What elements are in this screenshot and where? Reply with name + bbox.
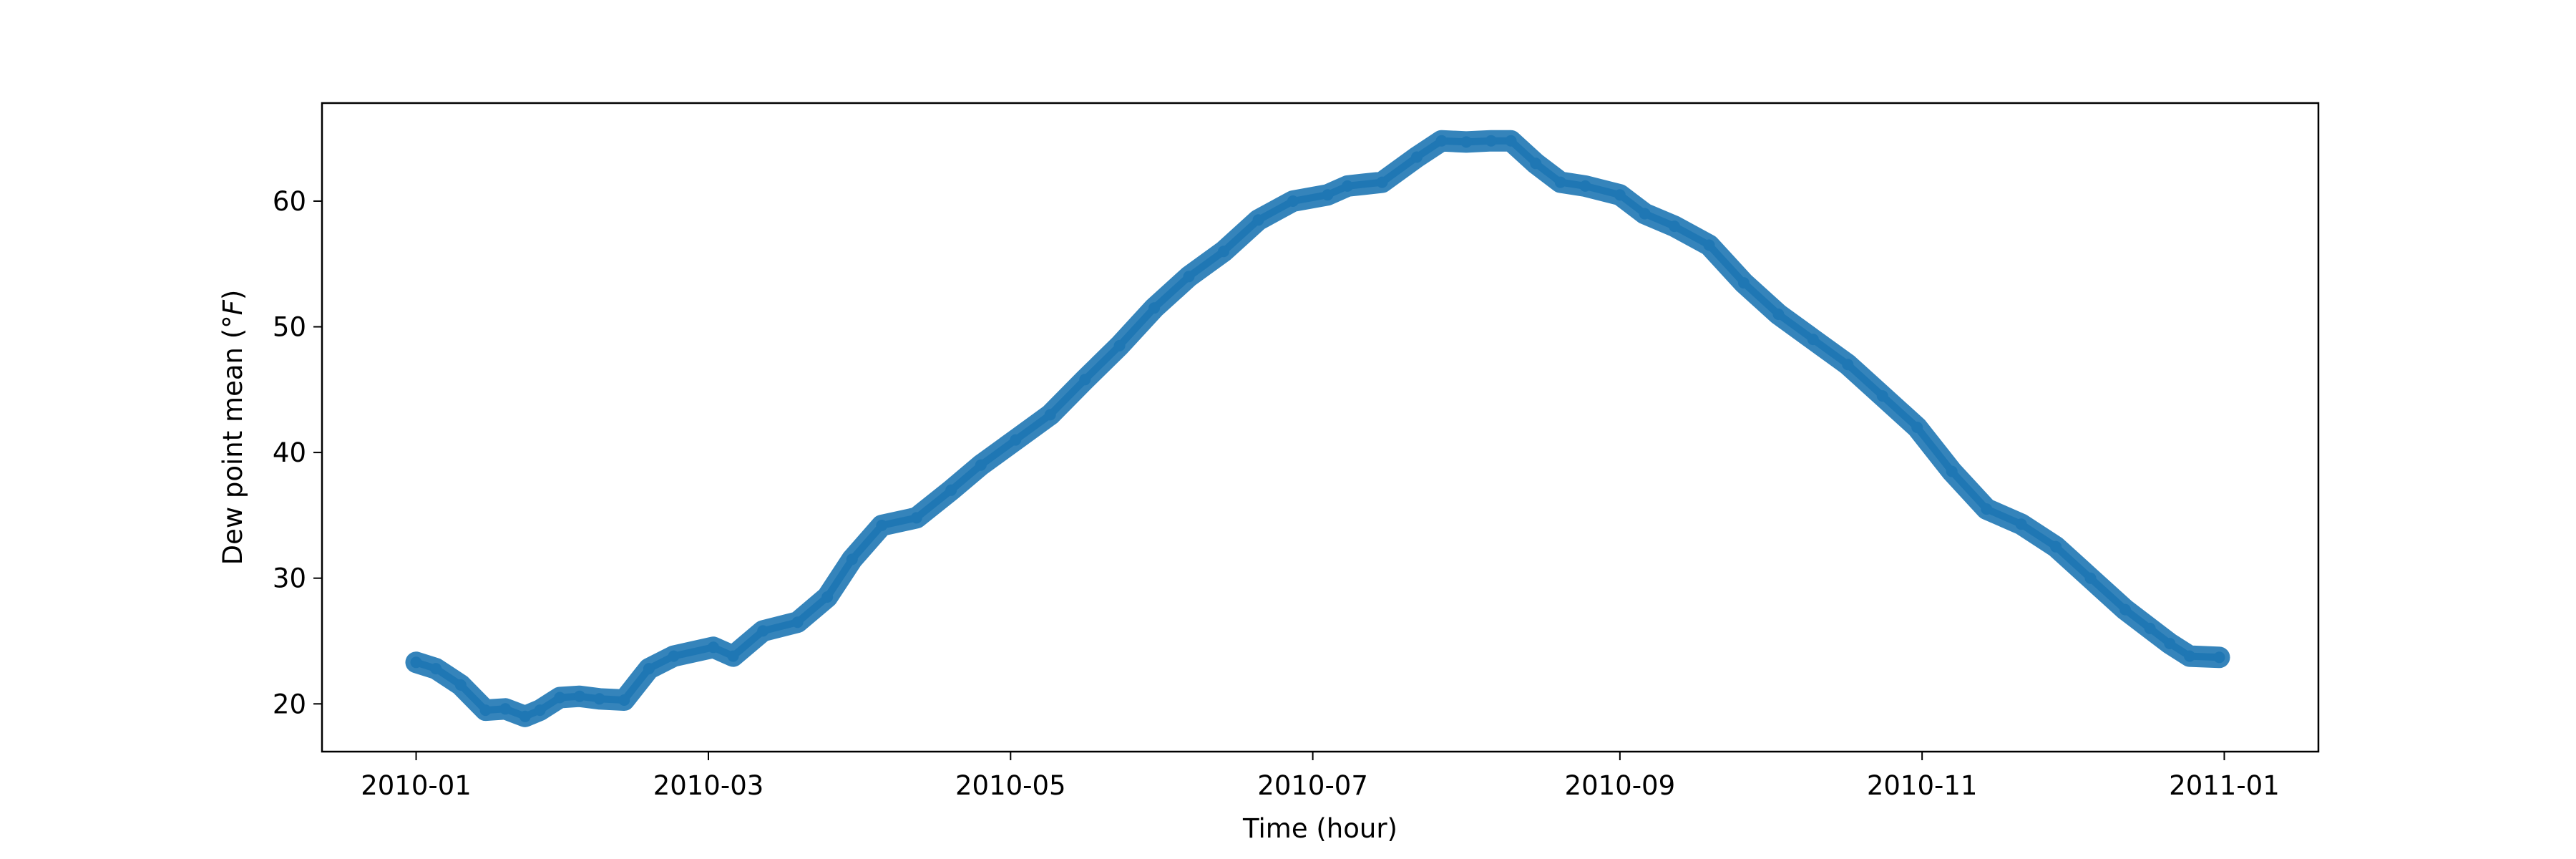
data-point — [1530, 157, 1542, 170]
x-tick-label: 2010-05 — [955, 770, 1066, 801]
data-point — [1669, 220, 1680, 233]
data-point — [668, 650, 680, 662]
data-point — [910, 512, 922, 524]
data-point — [643, 663, 655, 675]
data-point — [499, 703, 512, 715]
data-point — [2144, 622, 2156, 634]
data-point — [618, 694, 630, 706]
data-point — [2015, 518, 2027, 530]
data-point — [791, 616, 804, 629]
data-point — [519, 710, 531, 722]
data-point — [1287, 195, 1299, 207]
data-point — [1044, 409, 1056, 421]
data-point — [1411, 151, 1423, 163]
data-point — [1614, 189, 1626, 201]
x-tick-label: 2010-07 — [1257, 770, 1368, 801]
data-point — [1435, 135, 1448, 147]
y-tick-label: 60 — [273, 186, 306, 217]
data-point — [1737, 277, 1750, 289]
x-tick-label: 2011-01 — [2169, 770, 2280, 801]
data-point — [593, 693, 605, 705]
data-point — [707, 641, 719, 654]
data-point — [1376, 176, 1388, 188]
y-tick-label: 40 — [273, 437, 306, 468]
data-point — [1772, 309, 1785, 320]
plot-frame — [321, 102, 2320, 753]
x-tick-label: 2010-09 — [1565, 770, 1676, 801]
data-point — [1183, 271, 1195, 283]
data-point — [2119, 603, 2131, 616]
data-point — [1218, 246, 1229, 258]
y-axis-title: Dew point mean (°F) — [218, 290, 248, 566]
data-point — [1148, 302, 1161, 314]
data-point — [2164, 638, 2176, 649]
data-point — [1842, 359, 1854, 371]
y-axis-title-text: Dew point mean ( — [218, 329, 248, 566]
data-point — [1554, 176, 1566, 188]
x-axis-title: Time (hour) — [1242, 813, 1397, 844]
data-point — [1807, 334, 1819, 346]
data-point — [1639, 208, 1651, 220]
data-point — [1703, 239, 1715, 251]
data-point — [1342, 180, 1354, 192]
data-point — [2050, 540, 2062, 553]
data-point — [1079, 374, 1091, 386]
data-point — [430, 663, 442, 675]
data-point — [945, 484, 957, 496]
data-point — [757, 625, 769, 637]
data-point — [975, 459, 987, 471]
data-point — [2084, 572, 2097, 584]
data-point — [727, 650, 739, 662]
data-point — [1981, 503, 1993, 515]
y-axis-title-close: ) — [218, 290, 248, 300]
data-point — [574, 690, 585, 702]
data-point — [479, 704, 492, 717]
series-layer — [405, 130, 2230, 727]
y-tick-label: 50 — [273, 312, 306, 343]
data-point — [846, 553, 858, 566]
x-tick-label: 2010-11 — [1867, 770, 1978, 801]
x-axis: 2010-01 2010-03 2010-05 2010-07 2010-09 2010-… — [361, 752, 2280, 801]
y-axis: 20 30 40 50 60 — [273, 186, 322, 719]
data-point — [2213, 651, 2225, 664]
data-point — [1010, 434, 1022, 446]
data-point — [454, 679, 467, 691]
data-point — [1485, 135, 1497, 147]
x-tick-label: 2010-01 — [361, 770, 472, 801]
y-axis-title-unit: °F — [218, 299, 248, 329]
data-point — [554, 691, 566, 704]
data-point — [1946, 465, 1958, 477]
data-point — [534, 704, 546, 717]
data-point — [1322, 189, 1334, 201]
y-tick-label: 30 — [273, 563, 306, 594]
data-point — [410, 656, 422, 669]
y-tick-label: 20 — [273, 689, 306, 719]
data-point — [1113, 339, 1126, 351]
data-point — [876, 520, 888, 531]
data-point — [2184, 650, 2195, 662]
x-tick-label: 2010-03 — [653, 770, 764, 801]
data-point — [1876, 390, 1888, 402]
data-point — [1252, 214, 1264, 226]
data-point — [821, 591, 834, 603]
data-point — [1505, 135, 1517, 147]
data-point — [1460, 136, 1473, 148]
data-point — [1579, 180, 1591, 192]
data-point — [1911, 422, 1923, 433]
